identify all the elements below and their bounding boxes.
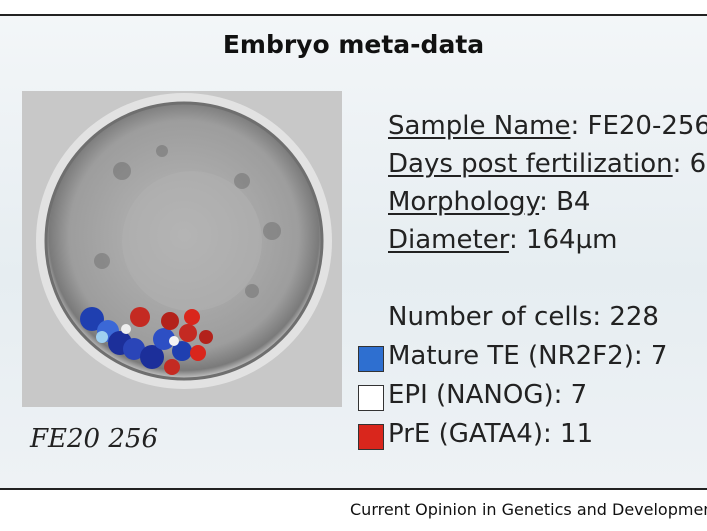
field-label: Morphology <box>388 187 540 217</box>
field-value: : FE20-256 <box>570 111 707 141</box>
cell-count: Number of cells: 228 <box>388 302 659 332</box>
field: Morphology: B4 <box>388 187 590 217</box>
embryo-image <box>22 91 342 407</box>
panel: Embryo meta-data FE20 256 Sample Name: F… <box>0 14 707 490</box>
field-label: Diameter <box>388 225 509 255</box>
legend-text: Mature TE (NR2F2): 7 <box>388 341 668 371</box>
field-value: : B4 <box>539 187 591 217</box>
field: Diameter: 164µm <box>388 225 617 255</box>
field-value: : 6 <box>672 149 707 179</box>
legend-text: PrE (GATA4): 11 <box>388 419 594 449</box>
field: Days post fertilization: 6 <box>388 149 706 179</box>
title: Embryo meta-data <box>222 30 485 59</box>
legend-swatch <box>358 424 384 450</box>
legend-swatch <box>358 346 384 372</box>
field: Sample Name: FE20-256 <box>388 111 707 141</box>
field-value: : 164µm <box>508 225 618 255</box>
legend-swatch <box>358 385 384 411</box>
legend-text: EPI (NANOG): 7 <box>388 380 588 410</box>
field-label: Sample Name <box>388 111 571 141</box>
image-caption: FE20 256 <box>30 424 158 454</box>
footer: Current Opinion in Genetics and Developm… <box>350 500 707 519</box>
field-label: Days post fertilization <box>388 149 673 179</box>
